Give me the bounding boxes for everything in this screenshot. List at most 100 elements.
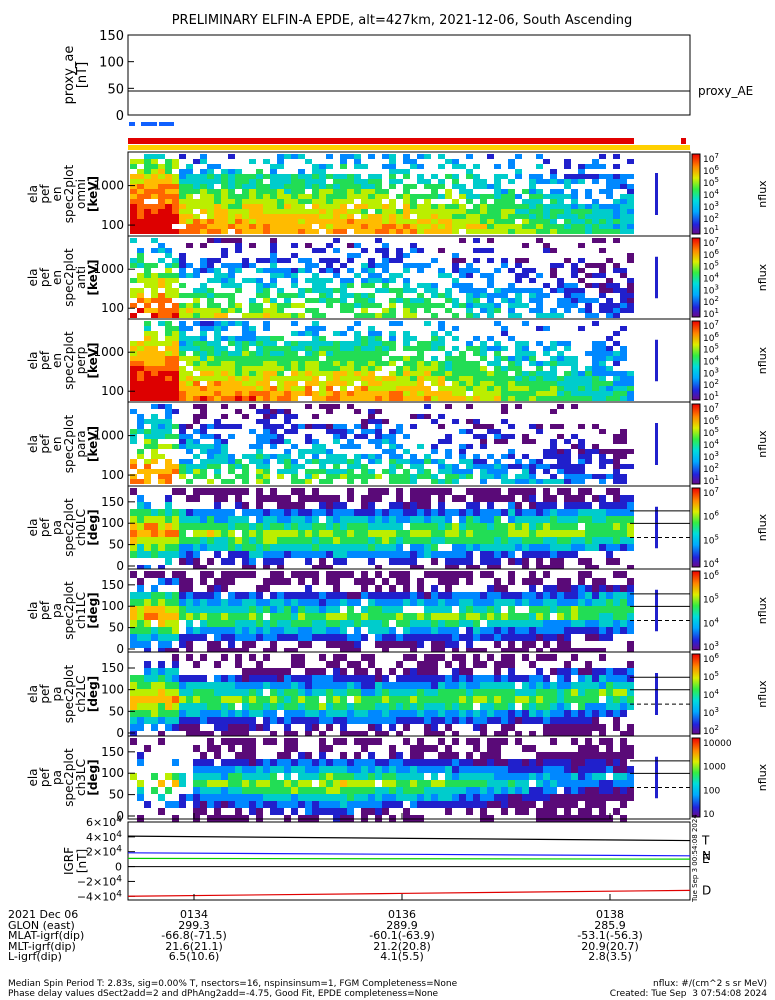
colorbar-label: 106	[703, 414, 719, 427]
spec-cell	[158, 516, 165, 523]
spec-cell	[466, 396, 473, 401]
spec-cell	[361, 391, 368, 396]
spec-cell	[466, 361, 473, 366]
spec-cell	[473, 396, 480, 401]
spec-cell	[578, 696, 585, 703]
spec-cell	[599, 263, 606, 268]
spec-cell	[277, 164, 284, 169]
spec-cell	[165, 179, 172, 184]
spec-cell	[501, 219, 508, 224]
spec-cell	[480, 366, 487, 371]
spec-cell	[550, 209, 557, 214]
spec-cell	[130, 439, 137, 444]
spec-cell	[277, 439, 284, 444]
spec-cell	[543, 391, 550, 396]
spec-cell	[144, 530, 151, 537]
spec-cell	[431, 258, 438, 263]
spec-cell	[284, 627, 291, 634]
spec-cell	[459, 209, 466, 214]
spec-cell	[214, 199, 221, 204]
spec-cell	[550, 696, 557, 703]
spec-cell	[410, 376, 417, 381]
spec-cell	[438, 164, 445, 169]
spec-cell	[200, 331, 207, 336]
spec-cell	[186, 326, 193, 331]
spec-cell	[501, 326, 508, 331]
spec-cell	[578, 381, 585, 386]
spec-cell	[571, 273, 578, 278]
spec-cell	[536, 464, 543, 469]
spec-cell	[242, 174, 249, 179]
spec-cell	[438, 341, 445, 346]
spec-cell	[228, 381, 235, 386]
spec-cell	[466, 429, 473, 434]
spec-cell	[536, 606, 543, 613]
spec-cell	[431, 488, 438, 495]
spec-cell	[312, 288, 319, 293]
spec-cell	[431, 696, 438, 703]
spec-cell	[165, 717, 172, 724]
spec-cell	[312, 606, 319, 613]
spec-cell	[606, 634, 613, 641]
spec-tick-label: 0	[116, 642, 124, 656]
spec-cell	[277, 361, 284, 366]
spec-cell	[312, 439, 319, 444]
spec-cell	[151, 169, 158, 174]
spec-cell	[298, 154, 305, 159]
spec-cell	[319, 404, 326, 409]
spec-cell	[389, 229, 396, 234]
spec-cell	[389, 313, 396, 318]
spec-cell	[242, 278, 249, 283]
spec-cell	[319, 558, 326, 565]
spec-cell	[508, 502, 515, 509]
spec-cell	[361, 654, 368, 661]
spec-cell	[627, 253, 634, 258]
spec-cell	[564, 184, 571, 189]
spec-cell	[592, 204, 599, 209]
spec-cell	[592, 613, 599, 620]
spec-cell	[494, 641, 501, 648]
spec-cell	[557, 179, 564, 184]
spec-cell	[606, 298, 613, 303]
spec-cell	[221, 366, 228, 371]
spec-cell	[263, 703, 270, 710]
spec-cell	[277, 376, 284, 381]
spec-cell	[193, 336, 200, 341]
spec-cell	[263, 419, 270, 424]
spec-cell	[270, 283, 277, 288]
spec-cell	[536, 199, 543, 204]
spec-cell	[480, 194, 487, 199]
spec-cell	[389, 336, 396, 341]
spec-cell	[165, 224, 172, 229]
spec-cell	[480, 424, 487, 429]
spec-cell	[333, 439, 340, 444]
spec-cell	[410, 391, 417, 396]
spec-cell	[501, 404, 508, 409]
spec-cell	[200, 696, 207, 703]
spec-cell	[291, 414, 298, 419]
spec-cell	[249, 366, 256, 371]
spec-cell	[613, 164, 620, 169]
spec-cell	[501, 396, 508, 401]
spec-cell	[578, 620, 585, 627]
spec-cell	[473, 696, 480, 703]
spec-cell	[375, 381, 382, 386]
spec-cell	[480, 551, 487, 558]
spec-ylabel: en	[50, 270, 64, 285]
spec-cell	[480, 386, 487, 391]
spec-cell	[235, 263, 242, 268]
spec-cell	[466, 558, 473, 565]
spec-cell	[536, 537, 543, 544]
spec-cell	[354, 424, 361, 429]
spec-cell	[445, 509, 452, 516]
spec-cell	[389, 474, 396, 479]
spec-cell	[270, 386, 277, 391]
spec-cell	[424, 523, 431, 530]
spec-cell	[452, 599, 459, 606]
spec-cell	[571, 731, 578, 738]
spec-cell	[445, 396, 452, 401]
spec-cell	[284, 199, 291, 204]
spec-cell	[592, 606, 599, 613]
spec-cell	[319, 509, 326, 516]
spec-cell	[375, 229, 382, 234]
